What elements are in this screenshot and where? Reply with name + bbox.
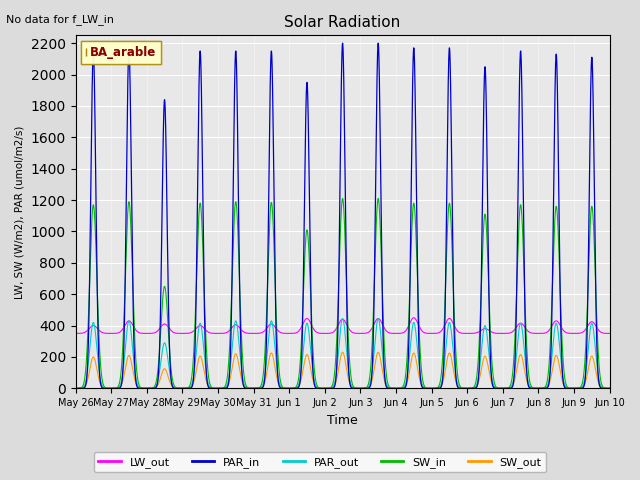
SW_in (72, 385, 79, 391)
PAR_out (413, 336, 420, 342)
PAR_out (473, 381, 481, 386)
PAR_out (72, 385, 79, 391)
PAR_in (72, 385, 79, 391)
SW_out (606, 385, 614, 391)
Title: Solar Radiation: Solar Radiation (284, 15, 401, 30)
SW_out (488, 379, 495, 385)
SW_in (374, 196, 382, 202)
PAR_out (508, 382, 516, 387)
SW_out (508, 384, 516, 389)
LW_out (501, 331, 509, 336)
PAR_in (413, 197, 420, 203)
PAR_out (501, 385, 509, 391)
PAR_out (606, 385, 614, 391)
Line: LW_out: LW_out (76, 318, 610, 334)
PAR_out (488, 373, 495, 379)
PAR_in (374, 40, 382, 46)
SW_in (501, 385, 509, 391)
LW_out (413, 318, 420, 324)
SW_in (100, 382, 108, 388)
SW_out (100, 385, 108, 391)
LW_out (606, 331, 614, 336)
Line: PAR_out: PAR_out (76, 319, 610, 388)
SW_in (606, 385, 614, 391)
SW_out (413, 359, 420, 365)
SW_out (72, 385, 79, 391)
PAR_in (488, 374, 495, 380)
Line: PAR_in: PAR_in (76, 43, 610, 388)
PAR_in (501, 385, 509, 391)
SW_in (508, 375, 516, 381)
SW_in (473, 372, 481, 378)
X-axis label: Time: Time (327, 414, 358, 427)
Text: No data for f_LW_in: No data for f_LW_in (6, 14, 115, 25)
PAR_out (100, 384, 108, 390)
SW_out (374, 349, 382, 355)
PAR_in (606, 385, 614, 391)
LW_out (72, 331, 79, 336)
PAR_in (508, 384, 516, 390)
LW_out (410, 315, 418, 321)
Line: SW_in: SW_in (76, 199, 610, 388)
SW_out (473, 383, 481, 389)
SW_in (488, 352, 495, 358)
PAR_out (374, 316, 382, 322)
Legend: BA_arable: BA_arable (81, 41, 161, 64)
PAR_in (473, 384, 481, 389)
SW_in (413, 247, 420, 252)
LW_out (473, 330, 481, 336)
LW_out (508, 329, 516, 335)
SW_out (501, 385, 509, 391)
LW_out (100, 330, 108, 336)
LW_out (488, 329, 495, 335)
Legend: LW_out, PAR_in, PAR_out, SW_in, SW_out: LW_out, PAR_in, PAR_out, SW_in, SW_out (94, 452, 546, 472)
PAR_in (100, 385, 108, 391)
Y-axis label: LW, SW (W/m2), PAR (umol/m2/s): LW, SW (W/m2), PAR (umol/m2/s) (15, 125, 25, 299)
Line: SW_out: SW_out (76, 352, 610, 388)
